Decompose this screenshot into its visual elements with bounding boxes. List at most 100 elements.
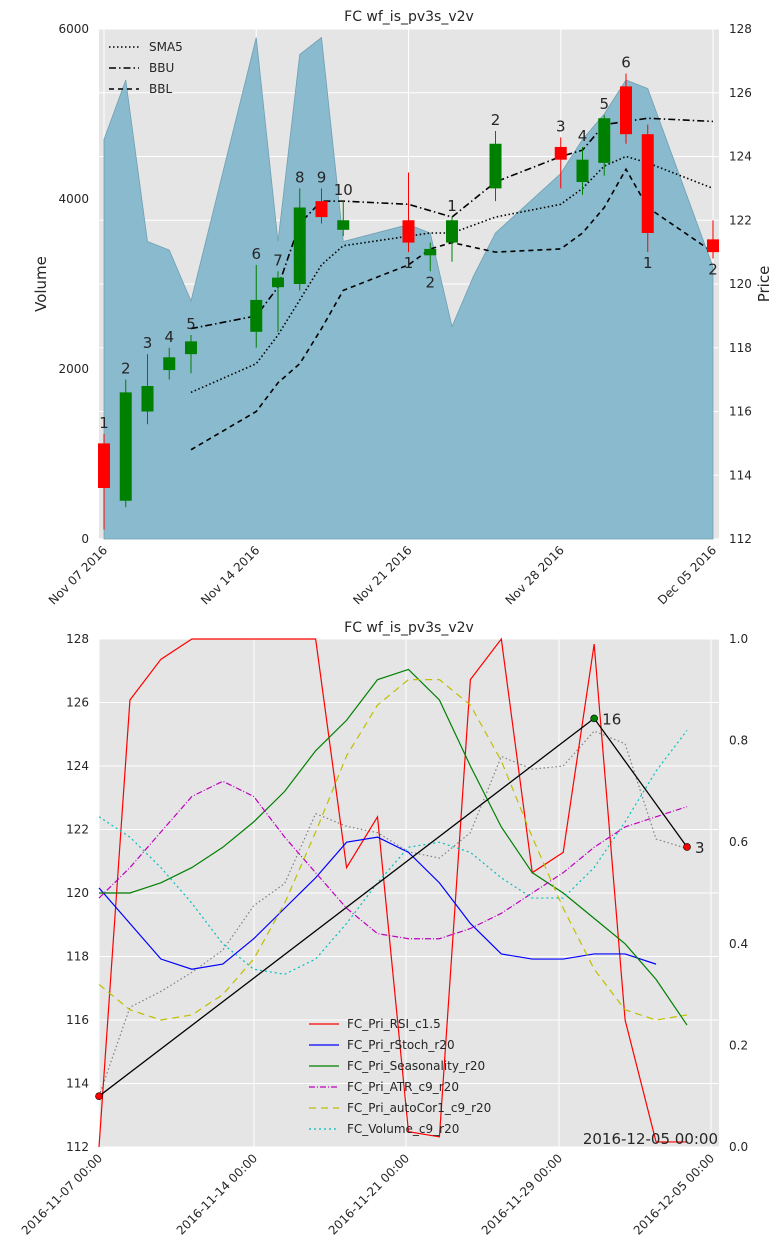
candle-label: 10 xyxy=(334,181,353,199)
tick-label-volume: 4000 xyxy=(58,192,89,206)
candle-label: 6 xyxy=(621,54,631,72)
y-axis-price-bottom: 112 114 116 118 120 122 124 126 128 xyxy=(66,632,89,1154)
tick-label-date: Nov 28 2016 xyxy=(503,543,567,607)
corner-timestamp: 2016-12-05 00:00 xyxy=(583,1130,718,1148)
tick-label-volume: 0 xyxy=(81,532,89,546)
tick-label-volume: 6000 xyxy=(58,22,89,36)
series-line xyxy=(99,668,688,1026)
candle-label: 2 xyxy=(121,360,131,378)
tick-label-timestamp: 2016-12-05 00:00 xyxy=(631,1151,717,1237)
candle-body xyxy=(554,146,567,160)
tick-label-indicator: 0.6 xyxy=(729,835,748,849)
zigzag-line: 16 3 xyxy=(95,710,705,1100)
tick-label-indicator: 0.2 xyxy=(729,1038,748,1052)
candle-label: 1 xyxy=(643,254,653,272)
candle-label: 6 xyxy=(251,245,261,263)
y-axis-price: 112 114 116 118 120 122 124 126 128 xyxy=(729,22,752,546)
tick-label-indicator: 0.8 xyxy=(729,734,748,748)
tick-label-timestamp: 2016-11-14 00:00 xyxy=(174,1151,260,1237)
tick-label-price: 124 xyxy=(729,150,752,164)
candle-body xyxy=(163,357,176,371)
candle-label: 3 xyxy=(556,117,566,135)
series-line xyxy=(98,637,687,1148)
tick-label-price: 114 xyxy=(729,468,752,482)
y-label-price: Price xyxy=(755,266,773,303)
x-axis-dates: Nov 07 2016 Nov 14 2016 Nov 21 2016 Nov 28 … xyxy=(46,543,719,607)
candle-label: 9 xyxy=(317,168,327,186)
chart-title-bottom: FC wf_is_pv3s_v2v xyxy=(344,620,474,636)
candle-body xyxy=(446,220,458,243)
candle-body xyxy=(576,159,589,182)
tick-label-price: 118 xyxy=(729,341,752,355)
zigzag-label: 16 xyxy=(602,710,621,728)
candle-label: 5 xyxy=(186,315,196,333)
tick-label-timestamp: 2016-11-29 00:00 xyxy=(479,1151,565,1237)
series-line xyxy=(98,780,688,940)
tick-label-date: Nov 14 2016 xyxy=(198,543,262,607)
legend-top: SMA5 BBU BBL xyxy=(109,40,183,96)
series-line xyxy=(98,679,688,1021)
zigzag-label: 3 xyxy=(695,839,705,857)
candle-label: 2 xyxy=(491,111,501,129)
candle-body xyxy=(402,220,415,243)
tick-label-price: 122 xyxy=(66,823,89,837)
candle-body xyxy=(489,143,502,189)
tick-label-indicator: 0.0 xyxy=(729,1140,748,1154)
zigzag-point xyxy=(683,843,691,851)
tick-label-price: 124 xyxy=(66,759,89,773)
candle-label: 7 xyxy=(273,251,283,269)
legend-label: FC_Pri_RSI_c1.5 xyxy=(347,1017,441,1031)
candle-label: 2 xyxy=(425,273,435,291)
chart-title-top: FC wf_is_pv3s_v2v xyxy=(344,9,474,25)
series-line xyxy=(98,836,657,970)
tick-label-date: Nov 21 2016 xyxy=(350,543,414,607)
tick-label-price: 116 xyxy=(66,1013,89,1027)
tick-label-date: Nov 07 2016 xyxy=(46,543,110,607)
tick-label-price: 114 xyxy=(66,1077,89,1091)
volume-area xyxy=(103,36,714,540)
tick-label-price: 112 xyxy=(66,1140,89,1154)
candle-label: 4 xyxy=(578,127,588,145)
tick-label-price: 128 xyxy=(66,632,89,646)
candle-label: 1 xyxy=(447,197,457,215)
candle-body xyxy=(98,443,110,488)
zigzag-point xyxy=(95,1092,103,1100)
bbu-line xyxy=(190,117,714,330)
legend-label-sma5: SMA5 xyxy=(149,40,183,54)
candle-body xyxy=(641,134,654,233)
tick-label-price: 118 xyxy=(66,950,89,964)
candle-body xyxy=(272,277,284,288)
legend-label: FC_Pri_autoCor1_c9_r20 xyxy=(347,1101,491,1115)
volume-fill xyxy=(103,36,714,540)
candle-body xyxy=(337,220,350,230)
tick-label-timestamp: 2016-11-21 00:00 xyxy=(326,1151,412,1237)
indicator-lines xyxy=(190,117,714,451)
candle-body xyxy=(119,392,132,501)
legend-label: FC_Pri_ATR_c9_r20 xyxy=(347,1080,459,1094)
y-axis-volume: 0 2000 4000 6000 xyxy=(58,22,89,546)
tick-label-indicator: 0.4 xyxy=(729,937,748,951)
candle-label: 5 xyxy=(599,95,609,113)
candle-body xyxy=(141,386,154,412)
legend-label: FC_Volume_c9_r20 xyxy=(347,1122,459,1136)
tick-label-indicator: 1.0 xyxy=(729,632,748,646)
candle-body xyxy=(620,86,632,135)
tick-label-price: 122 xyxy=(729,213,752,227)
tick-label-price: 126 xyxy=(66,696,89,710)
candle-label: 1 xyxy=(404,254,414,272)
candles xyxy=(98,73,719,530)
zigzag-point xyxy=(590,714,598,723)
legend-label: FC_Pri_Seasonality_r20 xyxy=(347,1059,485,1073)
legend-label: FC_Pri_rStoch_r20 xyxy=(347,1038,455,1052)
candle-label: 8 xyxy=(295,168,305,186)
candle-label: 4 xyxy=(164,328,174,346)
candle-body xyxy=(185,341,197,355)
tick-label-price: 116 xyxy=(729,405,752,419)
candle-body xyxy=(293,207,306,284)
candle-label: 1 xyxy=(99,414,109,432)
candle-body xyxy=(250,299,263,332)
tick-label-volume: 2000 xyxy=(58,362,89,376)
